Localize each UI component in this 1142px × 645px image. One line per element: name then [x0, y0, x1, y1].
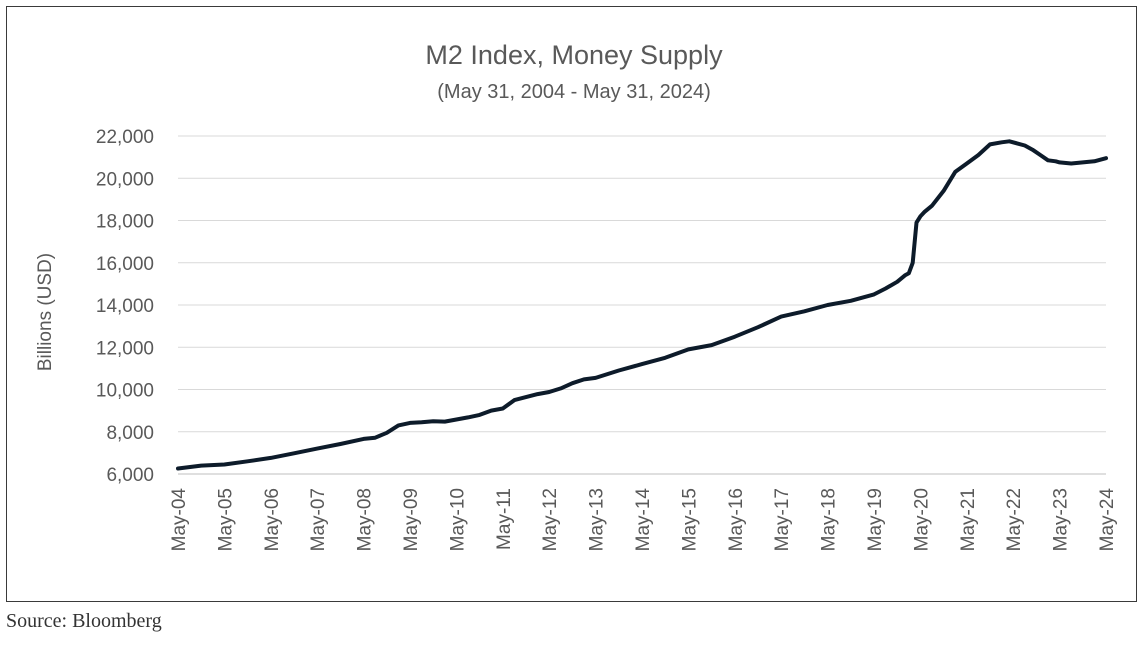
- y-tick-label: 16,000: [96, 254, 154, 275]
- x-tick-label: May-14: [633, 488, 654, 552]
- y-tick-label: 12,000: [96, 338, 154, 359]
- chart-title: M2 Index, Money Supply: [425, 40, 723, 70]
- x-tick-label: May-11: [494, 488, 515, 550]
- x-tick-label: May-22: [1004, 488, 1025, 551]
- x-tick-label: May-04: [169, 488, 190, 552]
- y-tick-label: 6,000: [106, 465, 154, 486]
- x-tick-label: May-13: [587, 488, 608, 551]
- chart-subtitle: (May 31, 2004 - May 31, 2024): [437, 81, 710, 103]
- y-tick-label: 8,000: [106, 423, 154, 444]
- x-tick-label: May-24: [1097, 488, 1118, 552]
- x-tick-label: May-18: [819, 488, 840, 551]
- x-tick-label: May-12: [540, 488, 561, 551]
- y-axis-ticks: 6,000 8,000 10,000 12,000 14,000 16,000 18,000…: [96, 127, 154, 486]
- y-tick-label: 18,000: [96, 212, 154, 233]
- x-tick-label: May-20: [911, 488, 932, 551]
- x-tick-label: May-07: [308, 488, 329, 551]
- x-tick-label: May-09: [401, 488, 422, 551]
- y-tick-label: 10,000: [96, 381, 154, 402]
- y-tick-label: 14,000: [96, 296, 154, 317]
- x-tick-label: May-10: [447, 488, 468, 551]
- x-axis-ticks: May-04 May-05 May-06 May-07 May-08 May-09 May-…: [169, 488, 1118, 552]
- x-tick-label: May-06: [262, 488, 283, 551]
- x-tick-label: May-16: [726, 488, 747, 551]
- series-line-m2: [176, 139, 1108, 471]
- x-tick-label: May-21: [958, 488, 979, 551]
- gridlines: [178, 135, 1106, 433]
- x-tick-label: May-15: [679, 488, 700, 551]
- y-tick-label: 20,000: [96, 169, 154, 190]
- x-tick-label: May-19: [865, 488, 886, 551]
- y-axis-label: Billions (USD): [35, 253, 56, 371]
- x-tick-label: May-17: [772, 488, 793, 551]
- x-tick-label: May-05: [215, 488, 236, 551]
- source-note: Source: Bloomberg: [6, 610, 162, 632]
- x-tick-label: May-08: [355, 488, 376, 551]
- x-tick-label: May-23: [1051, 488, 1072, 551]
- y-tick-label: 22,000: [96, 127, 154, 148]
- chart-frame: [6, 6, 1137, 602]
